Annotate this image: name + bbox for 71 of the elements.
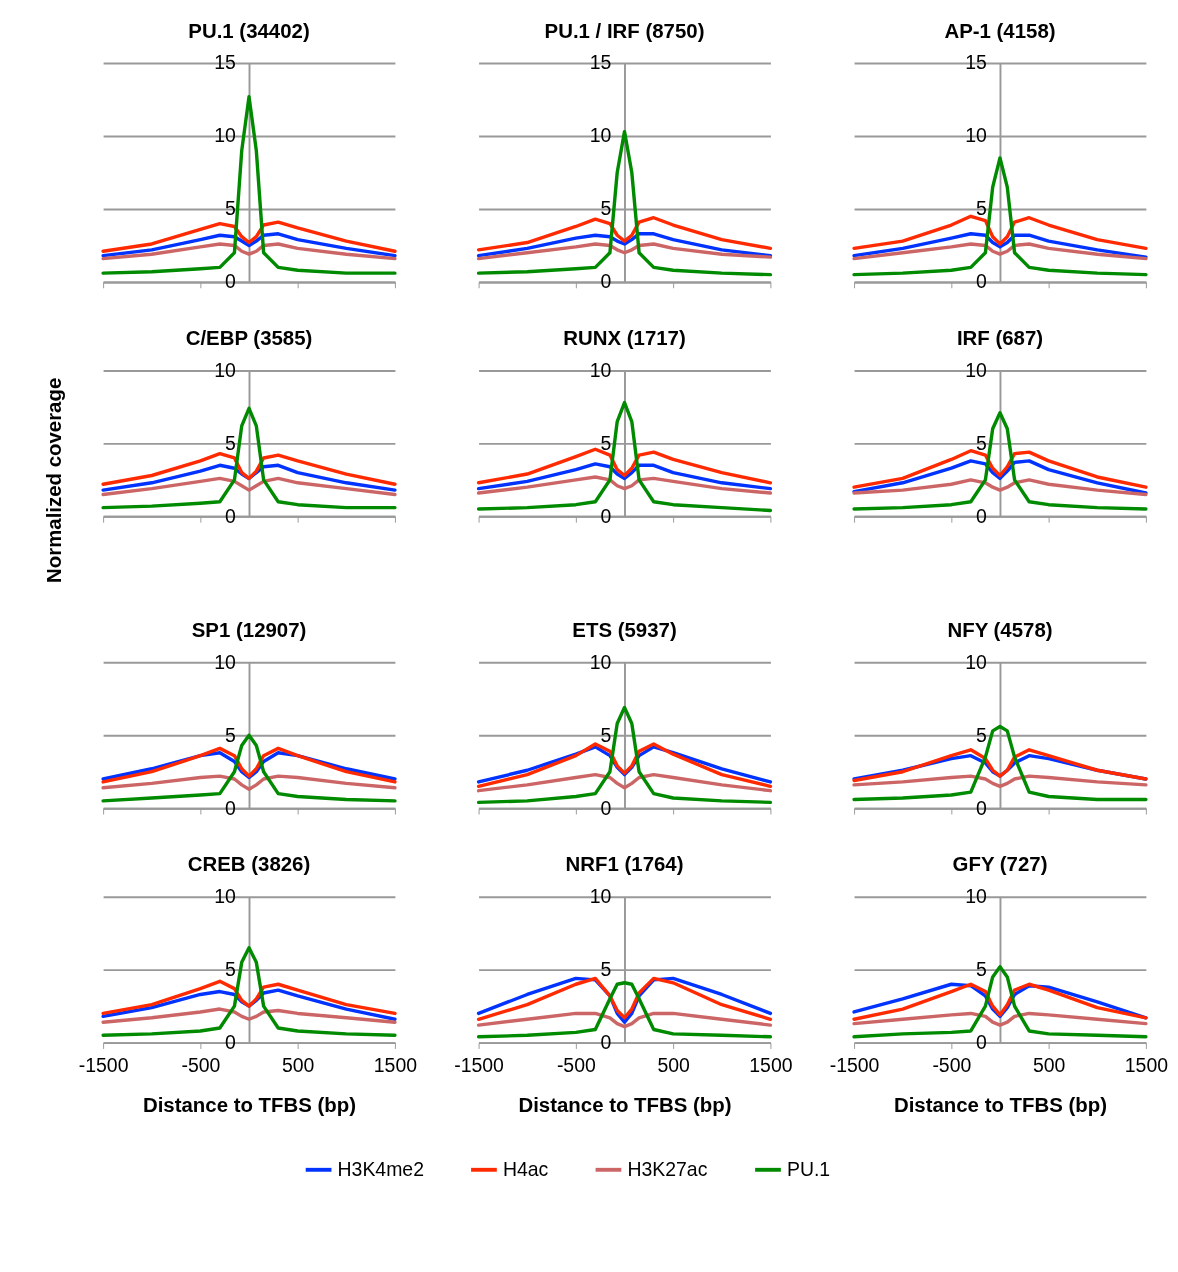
chart-title: IRF (687) [956, 327, 1044, 350]
y-tick-label: 0 [976, 270, 988, 293]
x-tick-label: 1500 [749, 1054, 793, 1077]
x-tick-label: 1500 [373, 1054, 418, 1077]
y-tick-label: 10 [214, 885, 237, 908]
x-tick-label: 500 [1032, 1054, 1066, 1077]
y-axis-title: Normalized coverage [42, 377, 65, 584]
chart-title: AP-1 (4158) [944, 19, 1056, 42]
y-tick-label: 0 [225, 270, 237, 293]
y-tick-label: 15 [589, 51, 612, 74]
y-tick-label: 5 [976, 957, 987, 980]
y-tick-label: 5 [225, 431, 236, 454]
y-tick-label: 5 [600, 197, 612, 220]
y-tick-label: 10 [589, 885, 612, 908]
chart-title: RUNX (1717) [563, 327, 686, 350]
legend-label: H4ac [502, 1157, 549, 1180]
y-tick-label: 5 [600, 723, 612, 746]
chart-title: C/EBP (3585) [185, 327, 313, 350]
y-tick-label: 10 [965, 358, 988, 381]
x-tick-label: -1500 [78, 1054, 129, 1077]
chart-title: SP1 (12907) [191, 618, 307, 641]
x-tick-label: -500 [181, 1054, 221, 1077]
y-tick-label: 5 [976, 197, 987, 220]
y-tick-label: 0 [225, 504, 237, 527]
y-tick-label: 10 [214, 124, 237, 147]
y-tick-label: 10 [965, 124, 988, 147]
y-tick-label: 5 [600, 431, 612, 454]
x-tick-label: 1500 [1124, 1054, 1169, 1077]
y-tick-label: 10 [214, 650, 237, 673]
y-tick-label: 5 [600, 957, 612, 980]
x-tick-label: 500 [657, 1054, 691, 1077]
y-tick-label: 0 [600, 504, 612, 527]
y-tick-label: 10 [589, 124, 612, 147]
y-tick-label: 5 [976, 723, 987, 746]
y-tick-label: 0 [600, 796, 612, 819]
chart-title: ETS (5937) [572, 618, 677, 641]
x-tick-label: -500 [556, 1054, 596, 1077]
y-tick-label: 10 [965, 885, 988, 908]
x-tick-label: -1500 [829, 1054, 880, 1077]
y-tick-label: 5 [976, 431, 987, 454]
y-tick-label: 0 [225, 796, 237, 819]
y-tick-label: 10 [214, 358, 237, 381]
chart-title: NRF1 (1764) [565, 853, 684, 876]
chart-title: PU.1 (34402) [188, 19, 310, 42]
legend-label: PU.1 [786, 1157, 831, 1180]
chart-title: PU.1 / IRF (8750) [544, 19, 705, 42]
y-tick-label: 0 [976, 504, 988, 527]
y-tick-label: 0 [600, 270, 612, 293]
x-tick-label: -500 [932, 1054, 972, 1077]
x-tick-label: 500 [281, 1054, 315, 1077]
y-tick-label: 15 [965, 51, 987, 74]
y-tick-label: 10 [589, 358, 612, 381]
y-tick-label: 5 [225, 957, 236, 980]
x-axis-title: Distance to TFBS (bp) [142, 1094, 357, 1117]
y-tick-label: 0 [600, 1030, 612, 1053]
legend-label: H3K4me2 [337, 1157, 424, 1180]
legend-label: H3K27ac [627, 1157, 708, 1180]
chart-title: NFY (4578) [947, 618, 1053, 641]
x-tick-label: -1500 [454, 1054, 505, 1077]
chart-title: GFY (727) [952, 853, 1048, 876]
y-tick-label: 5 [225, 723, 236, 746]
y-tick-label: 10 [589, 650, 612, 673]
y-tick-label: 0 [976, 796, 988, 819]
y-tick-label: 10 [965, 650, 988, 673]
y-tick-label: 0 [225, 1030, 237, 1053]
chart-title: CREB (3826) [187, 853, 311, 876]
x-axis-title: Distance to TFBS (bp) [893, 1094, 1108, 1117]
y-tick-label: 15 [214, 51, 236, 74]
x-axis-title: Distance to TFBS (bp) [518, 1094, 732, 1117]
y-tick-label: 0 [976, 1030, 988, 1053]
y-tick-label: 5 [225, 197, 236, 220]
